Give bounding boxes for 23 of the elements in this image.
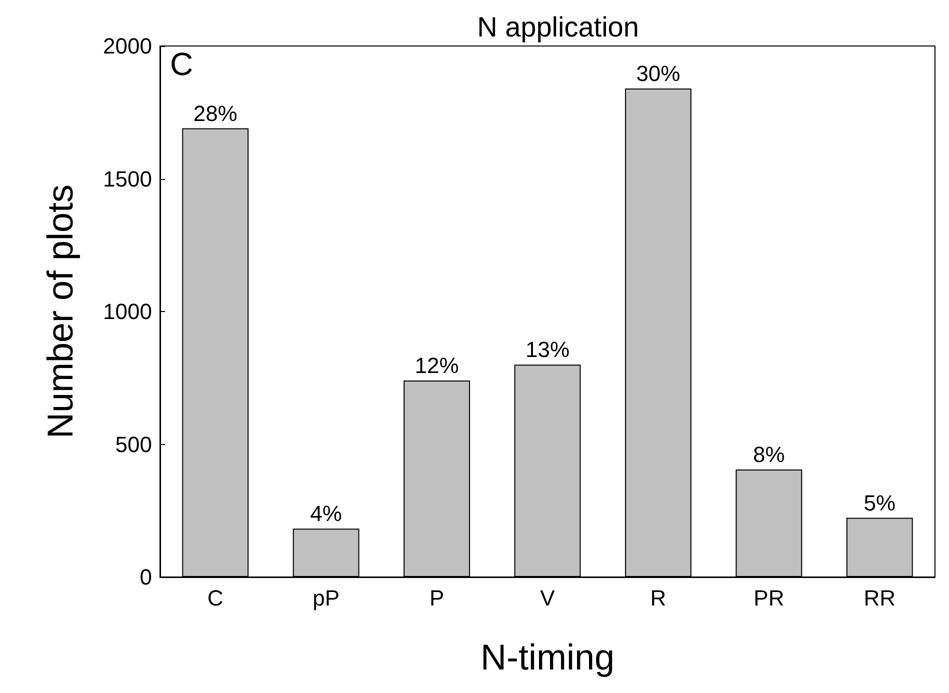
annotation: 5% bbox=[864, 490, 896, 516]
y-axis-title: Number of plots bbox=[40, 184, 80, 439]
annotation: 12% bbox=[414, 353, 459, 378]
annotation: 4% bbox=[310, 501, 342, 526]
x-tick-label: R bbox=[650, 586, 666, 610]
annotation: 28% bbox=[193, 100, 238, 126]
x-tick-label: V bbox=[540, 586, 556, 610]
x-axis-title: N-timing bbox=[480, 636, 615, 678]
x-tick-label: RR bbox=[864, 586, 896, 610]
x-tick-label: PR bbox=[754, 586, 784, 610]
y-tick-label: 0 bbox=[140, 564, 152, 590]
annotation: 8% bbox=[753, 442, 785, 467]
chart-title: N application bbox=[477, 12, 639, 42]
y-tick-label: 1500 bbox=[103, 166, 152, 192]
annotation: C bbox=[170, 46, 194, 82]
x-tick-label: P bbox=[429, 586, 444, 610]
x-tick-label: C bbox=[207, 586, 224, 610]
y-tick-label: 500 bbox=[115, 432, 152, 457]
y-tick-label: 2000 bbox=[103, 34, 152, 58]
x-tick-label: pP bbox=[312, 586, 340, 610]
annotation: 30% bbox=[636, 60, 680, 86]
y-tick-label: 1000 bbox=[103, 299, 152, 324]
annotation: 13% bbox=[525, 337, 570, 362]
